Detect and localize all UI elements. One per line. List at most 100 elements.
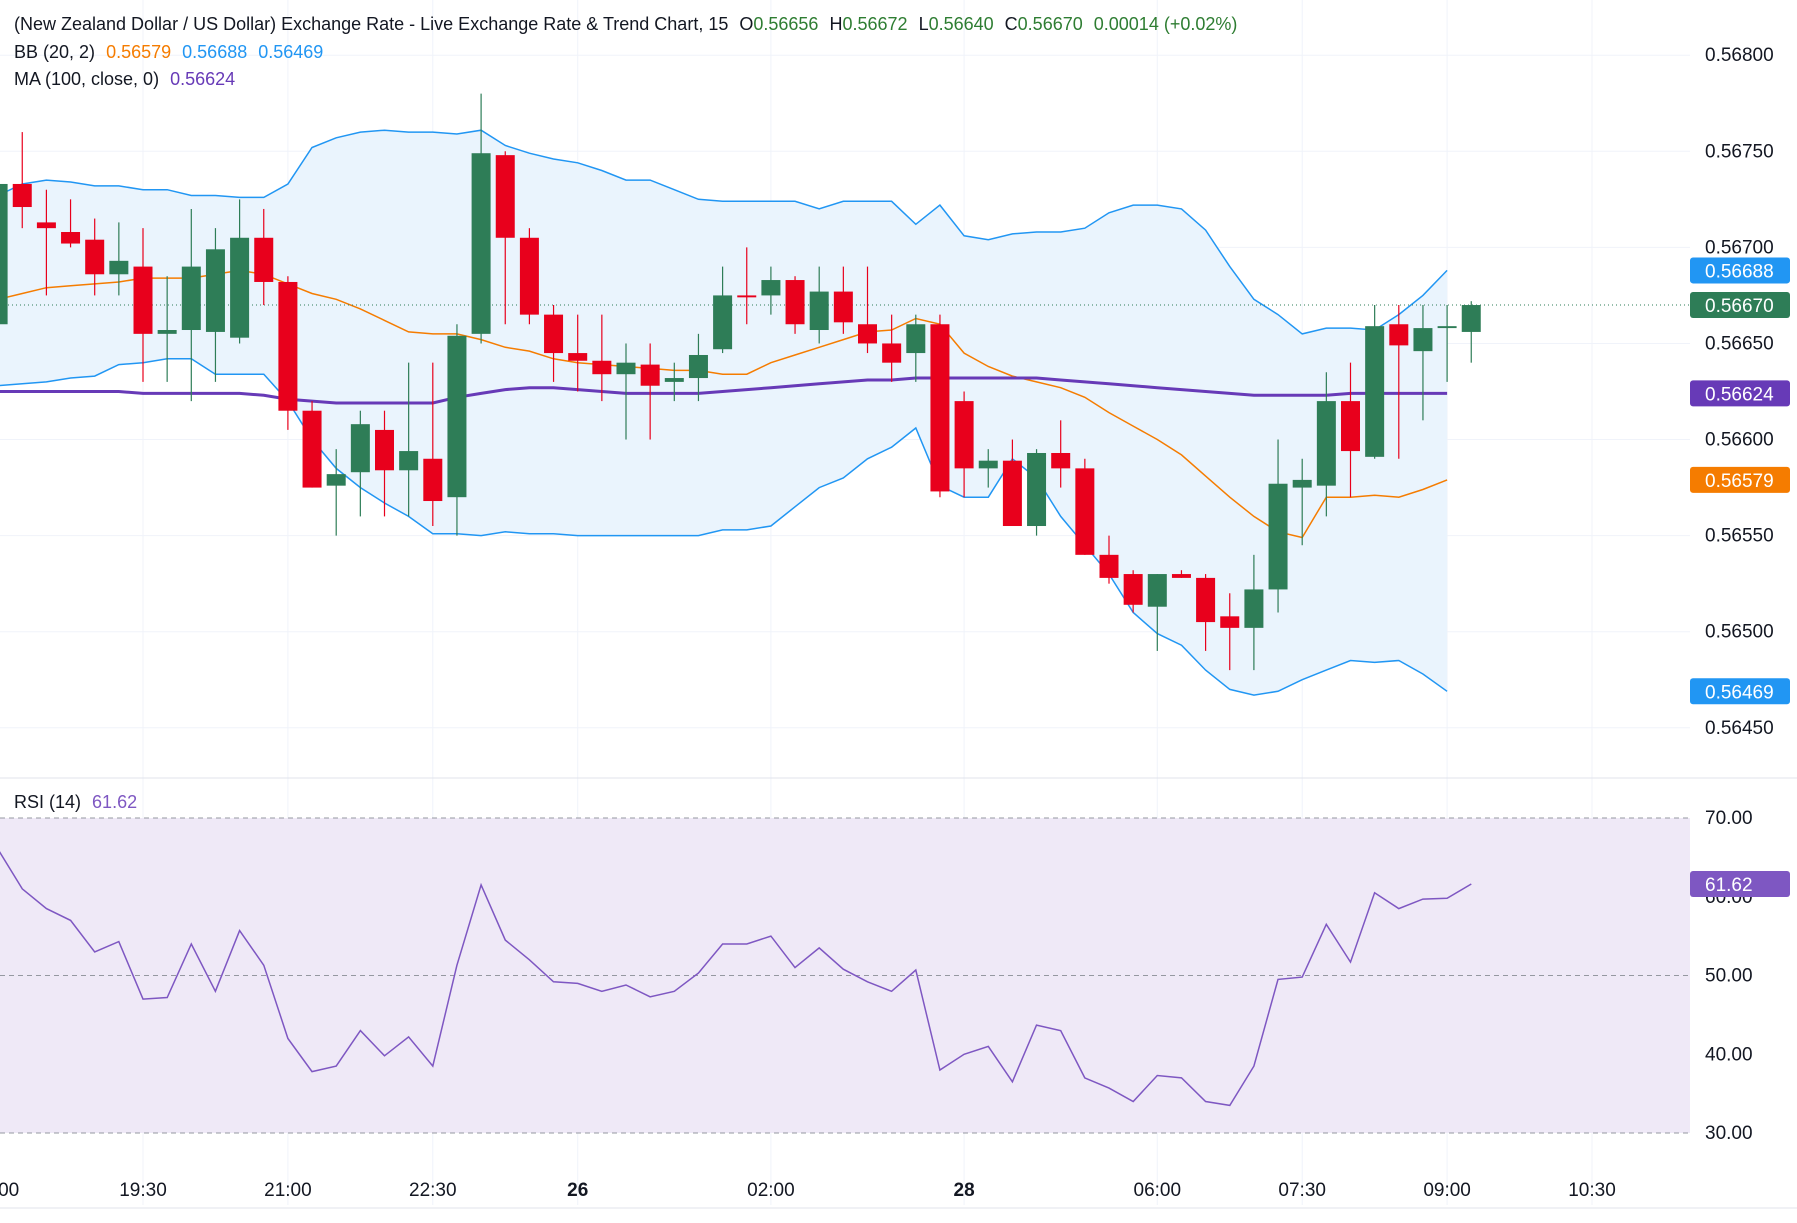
candle <box>326 449 346 536</box>
candle <box>157 276 177 382</box>
candle <box>375 410 394 517</box>
rsi-tick-label: 70.00 <box>1705 808 1753 829</box>
chart-title: (New Zealand Dollar / US Dollar) Exchang… <box>14 14 729 34</box>
candle-body <box>640 364 660 386</box>
candle <box>254 208 274 306</box>
candle <box>688 333 708 402</box>
candle <box>423 362 443 527</box>
candle-body <box>278 281 298 411</box>
candle-body <box>882 343 902 363</box>
candle <box>495 151 515 325</box>
price-axis: 0.56800 0.56750 0.56700 0.56650 0.56600 0.565… <box>1690 45 1790 1144</box>
candle-body <box>592 360 612 375</box>
candle <box>0 183 8 325</box>
candle <box>1244 554 1264 671</box>
candle-body <box>1051 452 1071 469</box>
rsi-badge-bg <box>1690 870 1790 897</box>
candle-body <box>1341 401 1360 452</box>
candle <box>954 391 974 498</box>
close-label: C <box>1004 14 1018 34</box>
bb-lower-badge-text: 0.56469 <box>1705 682 1774 703</box>
candle <box>1147 574 1167 651</box>
candle-body <box>157 330 177 334</box>
ohlc-close: C0.56670 <box>1005 14 1083 34</box>
ma-label: MA (100, close, 0) <box>14 69 160 89</box>
rsi-label: RSI (14) <box>14 792 82 812</box>
bb-basis-badge-text: 0.56579 <box>1705 471 1774 492</box>
time-tick-label: 19:30 <box>119 1180 167 1201</box>
price-tick-label: 0.56500 <box>1705 622 1774 643</box>
candle-body <box>1002 460 1022 527</box>
candle <box>737 247 757 325</box>
last-price-badge: 0.56670 <box>1690 292 1790 319</box>
candle <box>12 132 32 229</box>
candle-body <box>423 458 443 502</box>
open-value: 0.56656 <box>753 14 819 34</box>
low-label: L <box>918 14 929 34</box>
high-label: H <box>829 14 843 34</box>
candle-body <box>1292 479 1312 488</box>
candle-body <box>1123 574 1143 605</box>
candle-body <box>954 401 974 469</box>
candle-body <box>399 451 419 471</box>
bb-upper-line <box>0 129 1448 335</box>
rsi-badge-text: 61.62 <box>1705 875 1753 896</box>
candle-body <box>254 237 274 282</box>
rsi-tick-label: 30.00 <box>1705 1123 1753 1144</box>
candle <box>809 266 829 344</box>
candle <box>1075 458 1095 555</box>
ma-legend[interactable]: MA (100, close, 0) 0.56624 <box>14 69 241 90</box>
last-price-badge-text: 0.56670 <box>1705 296 1774 317</box>
rsi-tick-label: 40.00 <box>1705 1044 1753 1065</box>
bb-basis-value: 0.56579 <box>106 42 172 62</box>
candle-body <box>809 291 829 331</box>
time-tick-label: 10:30 <box>1568 1180 1616 1201</box>
time-tick-label: 07:30 <box>1278 1180 1326 1201</box>
candle <box>1292 458 1312 546</box>
candle-body <box>930 324 950 492</box>
candle <box>350 410 370 517</box>
candle <box>1365 305 1385 459</box>
price-tick-label: 0.56700 <box>1705 237 1774 258</box>
bb-legend[interactable]: BB (20, 2) 0.56579 0.56688 0.56469 <box>14 42 329 63</box>
candle-body <box>688 354 708 379</box>
candle <box>1123 570 1143 613</box>
candle-body <box>36 222 56 229</box>
candle-body <box>230 237 250 338</box>
candle <box>302 401 322 488</box>
candle <box>109 222 129 296</box>
price-tick-label: 0.56600 <box>1705 430 1774 451</box>
candle <box>592 314 612 402</box>
rsi-line <box>0 851 1472 1107</box>
time-tick-label: 06:00 <box>1134 1180 1182 1201</box>
candle <box>519 228 539 325</box>
candle-body <box>85 239 105 275</box>
price-tick-label: 0.56450 <box>1705 718 1774 739</box>
candlesticks <box>0 93 1481 671</box>
candle <box>640 343 660 440</box>
candle-body <box>350 424 370 473</box>
candle-body <box>1268 483 1288 590</box>
candle-body <box>1389 324 1409 346</box>
candle <box>544 305 564 382</box>
candle-body <box>61 232 81 244</box>
bb-upper-badge: 0.56688 <box>1690 257 1790 284</box>
candle-body <box>1244 589 1264 628</box>
candle <box>471 93 491 344</box>
candle-body <box>471 153 491 334</box>
candle-body <box>302 410 322 488</box>
rsi-legend[interactable]: RSI (14) 61.62 <box>14 792 143 813</box>
time-tick-label: 28 <box>954 1180 975 1201</box>
candle <box>616 343 636 440</box>
candle-body <box>1196 577 1216 623</box>
candle <box>882 314 902 382</box>
candle-body <box>375 429 394 471</box>
time-tick-label: 09:00 <box>1423 1180 1471 1201</box>
ma-badge: 0.56624 <box>1690 380 1790 407</box>
candle <box>1461 301 1481 363</box>
candle <box>133 228 153 382</box>
candle <box>1171 570 1191 578</box>
candle <box>1316 372 1336 517</box>
bb-fill <box>0 130 1448 696</box>
